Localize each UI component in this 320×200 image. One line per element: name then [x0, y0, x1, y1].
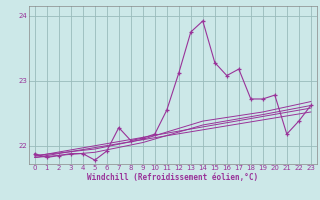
- X-axis label: Windchill (Refroidissement éolien,°C): Windchill (Refroidissement éolien,°C): [87, 173, 258, 182]
